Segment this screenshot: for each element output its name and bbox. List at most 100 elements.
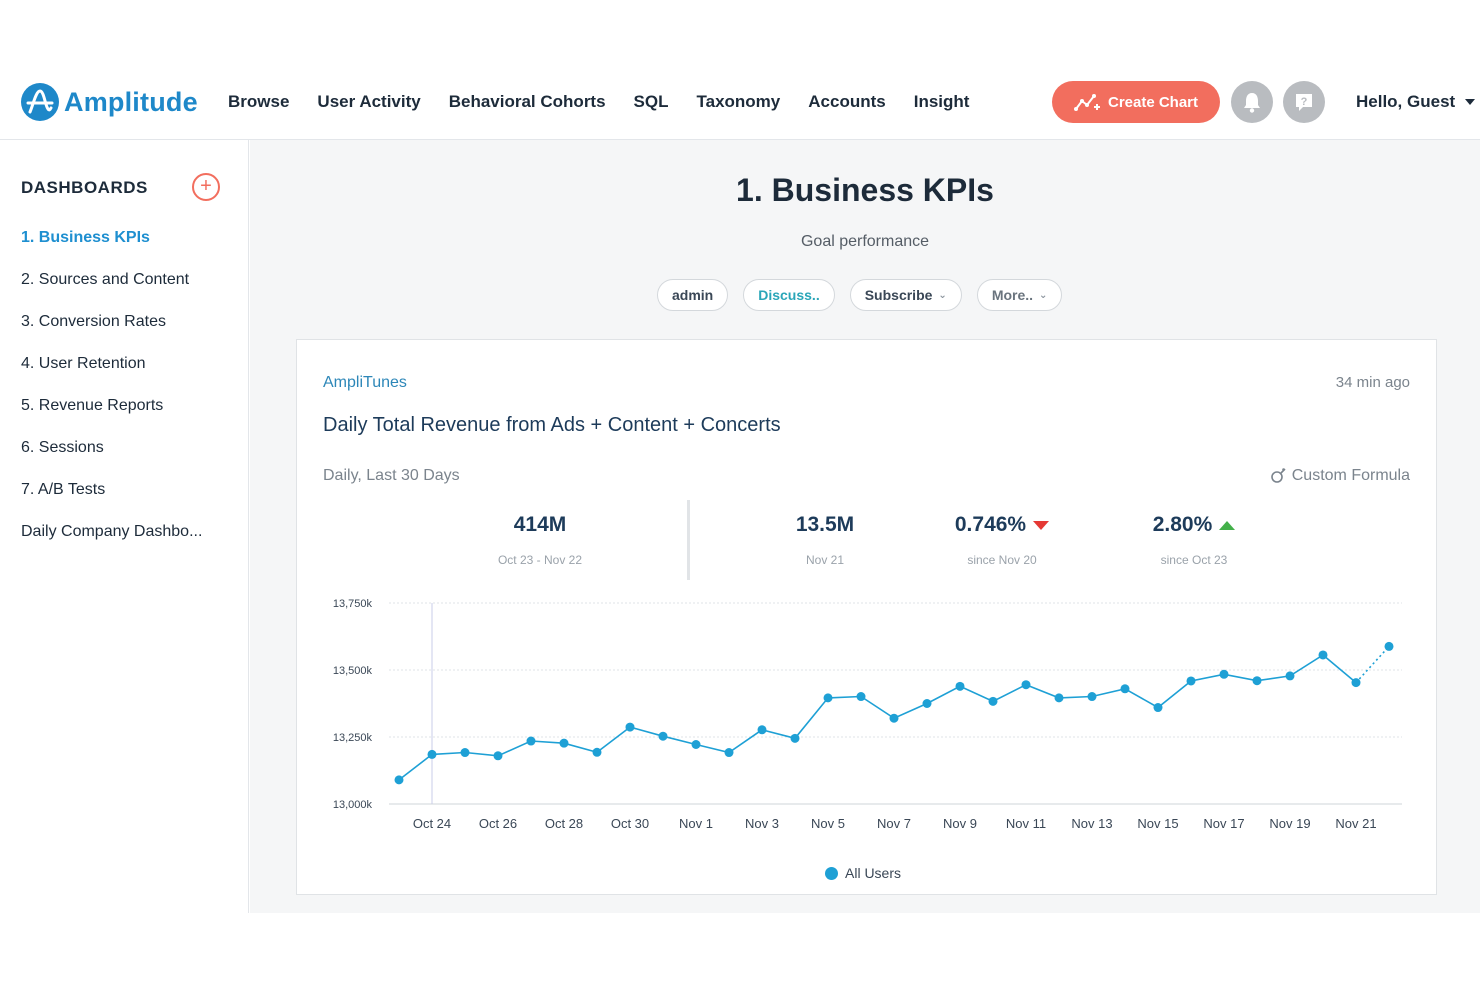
create-chart-label: Create Chart xyxy=(1107,93,1199,111)
help-button[interactable]: ? xyxy=(1283,81,1325,123)
data-point xyxy=(823,693,833,703)
nav-browse[interactable]: Browse xyxy=(228,92,290,111)
metric-value: 0.746% xyxy=(954,513,1027,536)
dashboards-sidebar: DASHBOARDS + 1. Business KPIs 2. Sources… xyxy=(0,140,249,913)
nav-accounts[interactable]: Accounts xyxy=(808,92,886,111)
sidebar-item-user-retention[interactable]: 4. User Retention xyxy=(21,355,146,372)
x-tick-label: Nov 21 xyxy=(1335,816,1376,831)
nav-behavioral-cohorts[interactable]: Behavioral Cohorts xyxy=(448,92,606,111)
data-point xyxy=(1219,669,1229,679)
project-name[interactable]: AmpliTunes xyxy=(323,374,407,391)
subscribe-dropdown[interactable]: Subscribe ⌄ xyxy=(849,279,962,311)
bell-icon xyxy=(1244,93,1260,113)
x-tick-label: Nov 17 xyxy=(1203,816,1244,831)
x-tick-label: Oct 24 xyxy=(413,816,451,831)
data-point xyxy=(790,733,800,743)
sidebar-item-business-kpis[interactable]: 1. Business KPIs xyxy=(21,229,150,246)
add-dashboard-button[interactable]: + xyxy=(192,173,220,201)
data-point xyxy=(889,713,899,723)
y-tick-label: 13,000k xyxy=(333,799,373,811)
page-subtitle: Goal performance xyxy=(800,233,930,250)
chevron-down-icon: ⌄ xyxy=(1039,289,1048,301)
sidebar-item-conversion-rates[interactable]: 3. Conversion Rates xyxy=(21,313,166,330)
discuss-label: Discuss.. xyxy=(758,287,820,303)
data-point xyxy=(427,749,437,759)
data-point xyxy=(988,696,998,706)
help-icon: ? xyxy=(1296,94,1312,111)
data-point xyxy=(757,725,767,735)
data-point xyxy=(592,747,602,757)
metric-label: Nov 21 xyxy=(805,553,845,567)
x-tick-label: Nov 15 xyxy=(1137,816,1178,831)
custom-formula-link[interactable]: Custom Formula xyxy=(1269,467,1410,485)
data-point xyxy=(625,722,635,732)
page-title: 1. Business KPIs xyxy=(736,172,994,208)
metric-label: since Nov 20 xyxy=(967,553,1037,567)
x-tick-label: Nov 11 xyxy=(1006,816,1046,831)
owner-pill[interactable]: admin xyxy=(657,279,729,311)
nav-user-activity[interactable]: User Activity xyxy=(317,92,421,111)
subscribe-label: Subscribe xyxy=(864,287,933,303)
x-tick-label: Nov 1 xyxy=(679,816,713,831)
dashboard-actions: admin Discuss.. Subscribe ⌄ More.. ⌄ xyxy=(657,279,1077,311)
nav-insight[interactable]: Insight xyxy=(913,92,970,111)
user-menu[interactable]: Hello, Guest xyxy=(1356,92,1476,112)
x-tick-label: Oct 30 xyxy=(611,816,649,831)
sidebar-item-sessions[interactable]: 6. Sessions xyxy=(21,439,104,456)
metric-total: 414M Oct 23 - Nov 22 xyxy=(440,513,640,567)
sidebar-item-daily-company-dashboard[interactable]: Daily Company Dashbo... xyxy=(21,523,203,540)
data-point xyxy=(1087,692,1097,702)
data-point xyxy=(658,731,668,741)
x-tick-label: Nov 13 xyxy=(1071,816,1112,831)
x-tick-label: Nov 19 xyxy=(1269,816,1310,831)
amplitude-logo-icon xyxy=(21,83,59,121)
chart-title[interactable]: Daily Total Revenue from Ads + Content +… xyxy=(323,414,781,436)
legend-marker xyxy=(825,866,838,880)
data-point xyxy=(724,748,734,758)
data-point xyxy=(1153,703,1163,713)
series-line-partial xyxy=(1355,645,1390,684)
sidebar-heading: DASHBOARDS xyxy=(21,178,148,197)
x-tick-label: Nov 3 xyxy=(745,816,779,831)
trend-down-icon xyxy=(1033,520,1050,530)
legend-label: All Users xyxy=(845,865,902,881)
plus-icon: + xyxy=(200,175,212,197)
data-point xyxy=(955,681,965,691)
nav-sql[interactable]: SQL xyxy=(633,92,669,111)
metric-value-row: 2.80% xyxy=(1094,513,1294,537)
x-tick-label: Nov 7 xyxy=(877,816,911,831)
formula-icon xyxy=(1270,468,1286,483)
app-name: Amplitude xyxy=(64,86,198,117)
sidebar-item-ab-tests[interactable]: 7. A/B Tests xyxy=(21,481,106,498)
metric-value: 2.80% xyxy=(1152,513,1213,536)
trend-up-icon xyxy=(1219,520,1236,530)
data-point xyxy=(1021,680,1031,690)
data-point xyxy=(1252,676,1262,686)
custom-formula-label: Custom Formula xyxy=(1291,467,1410,484)
metric-value: 414M xyxy=(513,513,567,536)
data-point xyxy=(526,736,536,746)
chevron-down-icon xyxy=(1465,99,1476,105)
data-point xyxy=(1351,678,1361,688)
create-chart-button[interactable]: Create Chart xyxy=(1052,81,1220,123)
data-point xyxy=(460,748,470,758)
data-point xyxy=(1120,684,1130,694)
discuss-button[interactable]: Discuss.. xyxy=(743,279,835,311)
metric-day-change: 0.746% since Nov 20 xyxy=(902,513,1102,567)
revenue-line-chart: 13,750k 13,500k 13,250k 13,000k Oct 24 Oct 26… xyxy=(333,598,1402,831)
chart-legend[interactable]: All Users xyxy=(825,865,901,881)
more-dropdown[interactable]: More.. ⌄ xyxy=(976,279,1063,311)
data-point xyxy=(1285,671,1295,681)
data-point xyxy=(1186,676,1196,686)
updated-time: 34 min ago xyxy=(1335,374,1410,391)
y-tick-label: 13,500k xyxy=(333,665,373,677)
sidebar-item-revenue-reports[interactable]: 5. Revenue Reports xyxy=(21,397,164,414)
metric-value-row: 0.746% xyxy=(902,513,1102,537)
nav-taxonomy[interactable]: Taxonomy xyxy=(696,92,781,111)
data-point xyxy=(922,699,932,708)
top-navigation-bar: Amplitude Browse User Activity Behaviora… xyxy=(0,66,1480,140)
amplitude-logo[interactable]: Amplitude xyxy=(21,83,198,121)
notifications-button[interactable] xyxy=(1231,81,1273,123)
sidebar-item-sources-content[interactable]: 2. Sources and Content xyxy=(21,271,190,288)
data-point xyxy=(691,740,701,750)
